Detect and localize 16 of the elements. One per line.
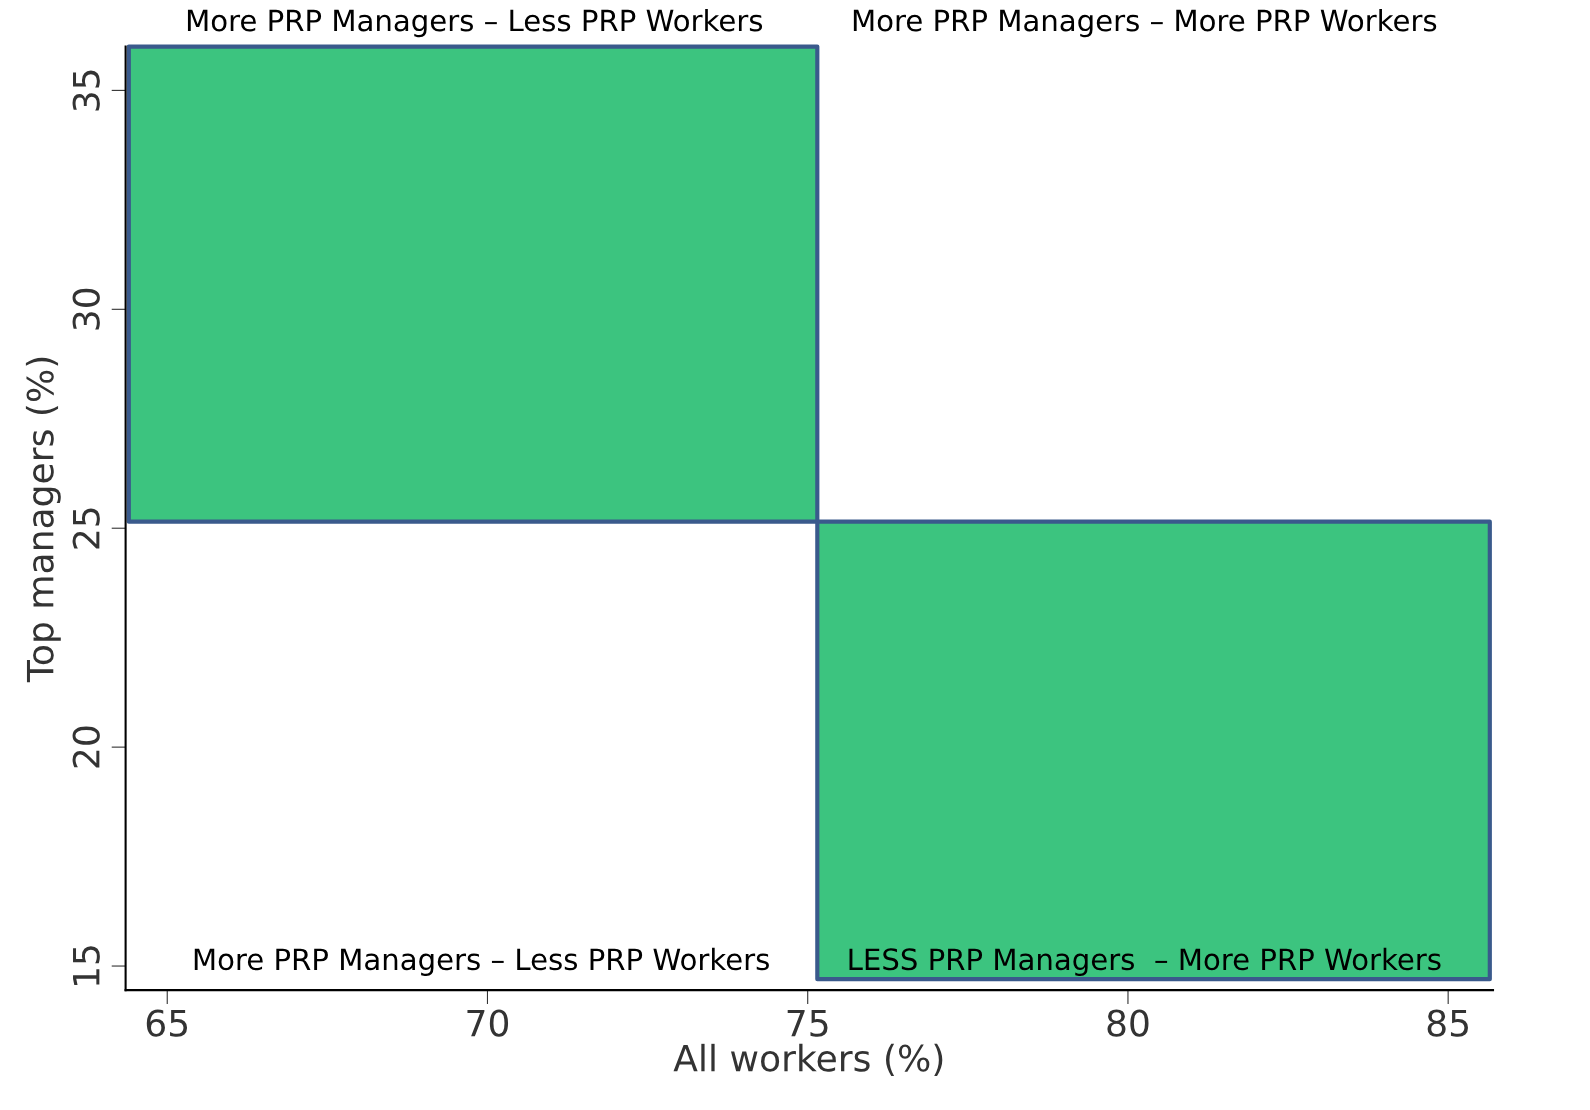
x-tick-label: 85 <box>1427 1009 1468 1037</box>
x-tick-label: 80 <box>1107 1009 1149 1037</box>
annotation: LESS PRP Managers – More PRP Workers <box>849 947 1441 976</box>
y-tick-label: 30 <box>72 288 100 330</box>
x-axis-title: All workers (%) <box>673 1043 943 1077</box>
annotation: More PRP Managers – Less PRP Workers <box>194 947 769 976</box>
text: More PRP Managers – Less PRP Workers <box>187 8 763 38</box>
y-axis-title: Top managers (%) <box>25 357 61 683</box>
x-tick-label: 75 <box>787 1009 828 1037</box>
y-tick-label: 15 <box>73 946 100 986</box>
x-tick-label: 65 <box>146 1009 188 1037</box>
text: More PRP Managers – More PRP Workers <box>853 8 1437 38</box>
y-tick-label: 25 <box>72 508 100 549</box>
y-tick-label: 35 <box>72 70 100 111</box>
y-tick-label: 20 <box>72 726 100 768</box>
x-tick-label: 70 <box>467 1009 509 1037</box>
